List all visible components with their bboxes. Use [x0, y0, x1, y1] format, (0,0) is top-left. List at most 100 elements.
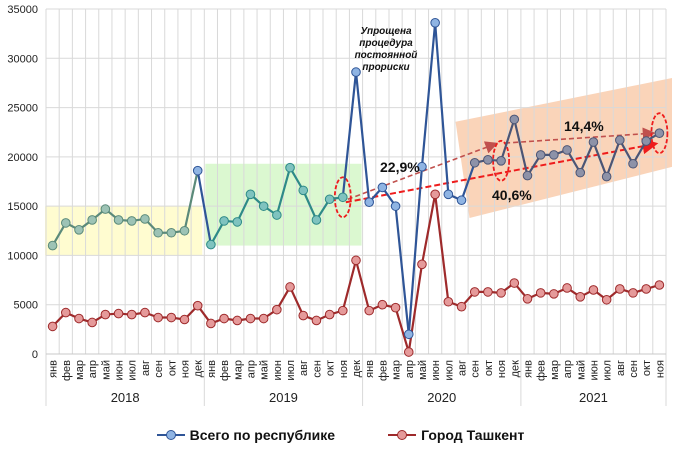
- data-point: [483, 287, 493, 297]
- series-segment: [394, 205, 410, 336]
- data-point: [311, 215, 322, 225]
- data-point: [403, 329, 414, 340]
- y-tick-label: 0: [32, 349, 38, 361]
- trend-arrow-40-6: [345, 138, 659, 204]
- data-point: [390, 201, 401, 211]
- data-point: [654, 128, 665, 138]
- annotation-line-2: процедура: [359, 38, 413, 49]
- data-point: [298, 310, 309, 321]
- data-point: [219, 216, 229, 226]
- data-point: [601, 294, 612, 305]
- x-tick-label: июн: [272, 360, 284, 380]
- data-point: [232, 315, 243, 326]
- data-point: [285, 162, 295, 173]
- data-point: [496, 156, 506, 166]
- y-axis: 0 5000 10000 15000 20000 25000 30000 35000: [7, 4, 38, 361]
- x-tick-label: авг: [457, 360, 469, 376]
- data-point: [535, 150, 546, 160]
- data-point: [588, 285, 599, 295]
- data-point: [338, 305, 348, 316]
- data-point: [628, 288, 638, 298]
- data-point: [126, 216, 137, 226]
- data-point: [100, 204, 111, 214]
- x-tick-label: мар: [549, 360, 561, 380]
- data-point: [549, 150, 559, 160]
- year-label: 2021: [579, 390, 608, 405]
- legend-item-tashkent[interactable]: Город Ташкент: [387, 427, 524, 443]
- series-republic: [47, 18, 665, 340]
- highlight-ellipse: [650, 112, 669, 155]
- data-point: [232, 217, 243, 227]
- data-point: [245, 313, 256, 324]
- data-point: [126, 309, 137, 320]
- x-tick-label: июн: [588, 360, 600, 380]
- data-point: [601, 171, 612, 182]
- series-segment: [605, 139, 621, 178]
- trend-arrow-22-9: [347, 141, 499, 201]
- pct-label-22-9: 22,9%: [380, 159, 420, 175]
- data-point: [588, 137, 599, 147]
- data-point: [654, 280, 665, 290]
- trend-arrow-14-4: [505, 127, 656, 144]
- legend-item-republic[interactable]: Всего по республике: [156, 427, 335, 443]
- x-tick-label: окт: [483, 360, 495, 376]
- data-point: [100, 309, 111, 320]
- x-tick-label: май: [575, 360, 587, 380]
- annotation-line-4: прориски: [362, 62, 409, 73]
- x-tick-label: ноя: [180, 360, 192, 378]
- series-segment: [354, 70, 371, 204]
- y-tick-label: 20000: [7, 152, 38, 164]
- data-point: [443, 296, 454, 307]
- series-segment: [302, 189, 318, 222]
- data-point: [140, 307, 150, 318]
- data-point: [324, 194, 335, 205]
- data-point: [469, 157, 480, 168]
- data-point: [364, 305, 374, 316]
- data-point: [641, 284, 652, 294]
- x-tick-label: окт: [166, 360, 178, 376]
- annotations: Упрощена процедура постоянной прориски 2…: [355, 26, 605, 203]
- x-tick-label: фев: [219, 360, 231, 381]
- data-point: [272, 304, 282, 315]
- x-tick-label: май: [259, 360, 271, 380]
- x-tick-label: ноя: [496, 360, 508, 378]
- data-point: [443, 189, 454, 200]
- highlight-ellipse: [333, 176, 352, 219]
- x-tick-label: янв: [206, 360, 218, 378]
- data-point: [60, 218, 71, 228]
- x-tick-label: фев: [61, 360, 73, 381]
- series-segment: [592, 140, 608, 178]
- x-tick-label: сен: [153, 360, 165, 378]
- x-tick-label: фев: [377, 360, 389, 381]
- data-point: [192, 300, 203, 311]
- x-tick-label: дек: [509, 360, 521, 378]
- series-segment: [500, 118, 516, 162]
- data-point: [509, 114, 520, 125]
- data-point: [535, 288, 546, 298]
- x-tick-label: апр: [87, 360, 99, 378]
- data-point: [628, 158, 638, 169]
- data-point: [87, 215, 97, 225]
- data-point: [509, 278, 520, 288]
- legend-marker-tashkent-icon: [388, 430, 417, 440]
- data-point: [377, 182, 388, 193]
- data-point: [285, 282, 295, 292]
- y-tick-label: 5000: [14, 300, 38, 312]
- data-point: [417, 161, 427, 172]
- x-tick-label: мар: [232, 360, 244, 380]
- x-tick-label: дек: [351, 360, 363, 378]
- x-tick-label: сен: [628, 360, 640, 378]
- data-point: [575, 292, 586, 302]
- data-point: [166, 312, 177, 323]
- y-tick-label: 35000: [7, 4, 38, 16]
- series-segment: [420, 193, 437, 266]
- data-point: [179, 225, 190, 236]
- series-segment: [288, 285, 305, 317]
- x-tick-label: авг: [615, 360, 627, 376]
- x-tick-label: май: [100, 360, 112, 380]
- data-point: [430, 18, 440, 28]
- data-point: [641, 136, 652, 146]
- x-tick-label: апр: [562, 360, 574, 378]
- x-tick-label: янв: [364, 360, 376, 378]
- data-point: [113, 215, 124, 225]
